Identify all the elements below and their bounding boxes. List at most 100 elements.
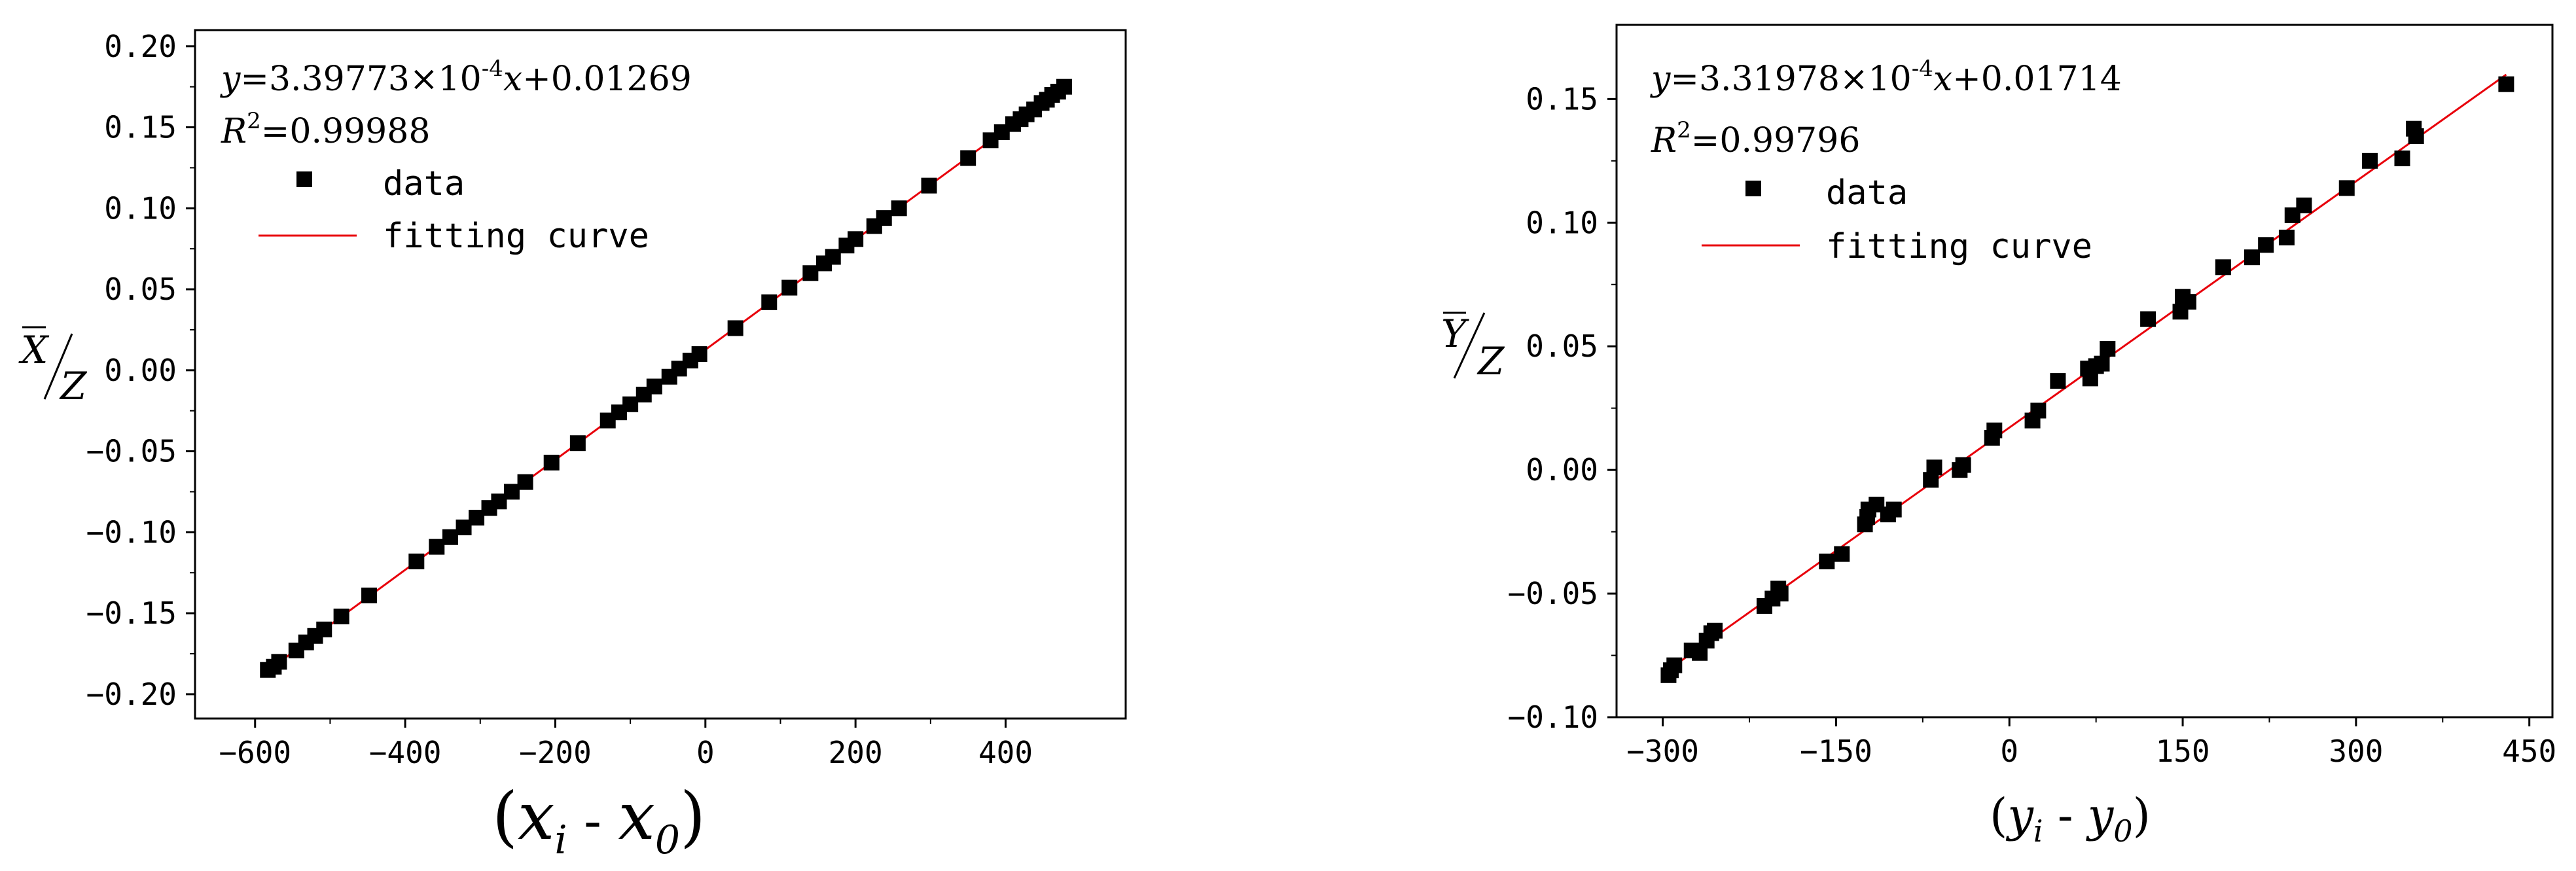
left-data-point [1056, 79, 1072, 95]
left-xlabel-minus: - [567, 791, 618, 851]
left-eq-intercept: +0.01269 [522, 60, 692, 99]
x-tick-label: −400 [369, 735, 442, 770]
left-r2-sup: 2 [247, 108, 261, 134]
right-data-point [1886, 501, 1902, 518]
left-data-point [848, 231, 864, 247]
right-chart: −300 −150 0 150 300 450 −0.10 −0.05 0.00 0.05 0.10… [1441, 24, 2556, 849]
y-tick-label: 0.15 [1526, 81, 1598, 116]
right-data-point [1772, 586, 1789, 602]
right-xlabel-b-sub: 0 [2113, 813, 2132, 849]
right-xlabel-a-sub: i [2033, 813, 2043, 849]
left-data-point [876, 210, 892, 226]
left-eq-var: x [503, 60, 522, 99]
left-data-point [727, 320, 743, 336]
left-data-point [408, 553, 425, 569]
right-ylabel-numerator: Y [1441, 311, 1469, 356]
right-xlabel-a: y [2005, 789, 2034, 842]
left-eq-exp: -4 [482, 56, 503, 82]
right-legend-data-marker [1745, 181, 1761, 196]
left-data-point [361, 587, 378, 603]
left-data-point [891, 200, 907, 217]
left-data-point [825, 249, 841, 265]
left-xlabel-close: ) [680, 778, 706, 855]
right-xlabel-b: y [2086, 789, 2115, 842]
right-data-point [2215, 259, 2231, 276]
left-data-point [622, 396, 639, 412]
right-data-point [2338, 180, 2355, 196]
right-data-point [1666, 657, 1683, 673]
y-tick-label: −0.10 [86, 514, 177, 550]
right-data-point [2296, 197, 2312, 213]
y-tick-label: 0.20 [104, 29, 177, 64]
left-y-axis-label: X Z [18, 326, 88, 408]
y-tick-label: 0.10 [1526, 205, 1598, 240]
left-plot-layer: −600 −400 −200 0 200 400 −0.20 −0.15 −0.10 −0.05 0… [86, 29, 1072, 770]
right-data-point [2362, 152, 2378, 169]
x-tick-label: 0 [696, 735, 715, 770]
left-r2-value: =0.99988 [261, 112, 431, 151]
right-data-point [1926, 459, 1942, 476]
right-data-point [2408, 128, 2424, 145]
right-ylabel-denominator: Z [1476, 339, 1505, 383]
left-ylabel-denominator: Z [59, 364, 88, 408]
left-legend-fit-label: fitting curve [383, 217, 649, 256]
right-eq-lhs: y [1650, 60, 1671, 99]
right-legend-data-label: data [1826, 173, 1908, 213]
left-fit-equation: y=3.39773×10-4x+0.01269 [220, 56, 692, 99]
right-data-point [1955, 457, 1971, 473]
left-data-point [543, 454, 560, 471]
left-legend-data-marker [296, 171, 312, 187]
right-plot-frame [1615, 24, 2554, 719]
left-data-point [802, 265, 819, 281]
left-data-point [960, 150, 976, 166]
left-data-point [333, 609, 349, 625]
left-legend: data fitting curve [259, 164, 649, 256]
left-data-point [569, 435, 586, 452]
y-tick-label: −0.10 [1508, 700, 1598, 735]
right-fit-equation: y=3.31978×10-4x+0.01714 [1650, 56, 2122, 99]
right-eq-intercept: +0.01714 [1952, 60, 2122, 99]
left-data-point [761, 294, 778, 310]
x-tick-label: 0 [2000, 734, 2018, 769]
right-data-point [2498, 76, 2514, 92]
y-tick-label: −0.20 [86, 677, 177, 712]
x-tick-label: 200 [829, 735, 883, 770]
x-tick-label: 450 [2502, 734, 2556, 769]
left-data-point [271, 654, 287, 670]
left-plot-frame [194, 29, 1127, 720]
right-data-point [1834, 546, 1850, 562]
right-data-point [1819, 553, 1835, 569]
y-tick-label: −0.05 [1508, 576, 1598, 611]
y-tick-label: 0.00 [104, 353, 177, 388]
x-tick-label: −150 [1800, 734, 1872, 769]
y-tick-label: 0.05 [104, 272, 177, 307]
x-tick-label: −200 [519, 735, 592, 770]
left-eq-lhs: y [220, 60, 241, 99]
right-data-point [2050, 373, 2066, 389]
right-r2-symbol: R [1651, 121, 1677, 160]
y-tick-label: 0.00 [1526, 452, 1598, 488]
left-legend-data-label: data [383, 164, 465, 204]
left-data-point [429, 539, 445, 555]
right-data-point [2244, 249, 2260, 266]
right-eq-coef: =3.31978×10 [1670, 60, 1911, 99]
left-eq-coef: =3.39773×10 [240, 60, 481, 99]
right-xlabel-close: ) [2133, 789, 2151, 842]
left-data-point [646, 378, 662, 395]
x-tick-label: 150 [2156, 734, 2210, 769]
right-data-point [1707, 622, 1723, 639]
left-chart: −600 −400 −200 0 200 400 −0.20 −0.15 −0.10 −0.05 0… [18, 29, 1127, 863]
left-xlabel-open: ( [492, 778, 518, 855]
left-data-point [921, 177, 937, 194]
right-data-point [2278, 229, 2295, 245]
right-data-point [2094, 355, 2110, 372]
left-ylabel-numerator: X [18, 328, 50, 372]
right-r2-sup: 2 [1677, 117, 1691, 143]
left-ylabel-slash [43, 333, 73, 400]
right-y-axis-label: Y Z [1441, 311, 1505, 383]
right-data-point [1986, 422, 2003, 438]
left-r2: R2=0.99988 [221, 108, 430, 151]
left-xlabel-a: x [518, 778, 554, 855]
right-r2: R2=0.99796 [1651, 117, 1860, 160]
